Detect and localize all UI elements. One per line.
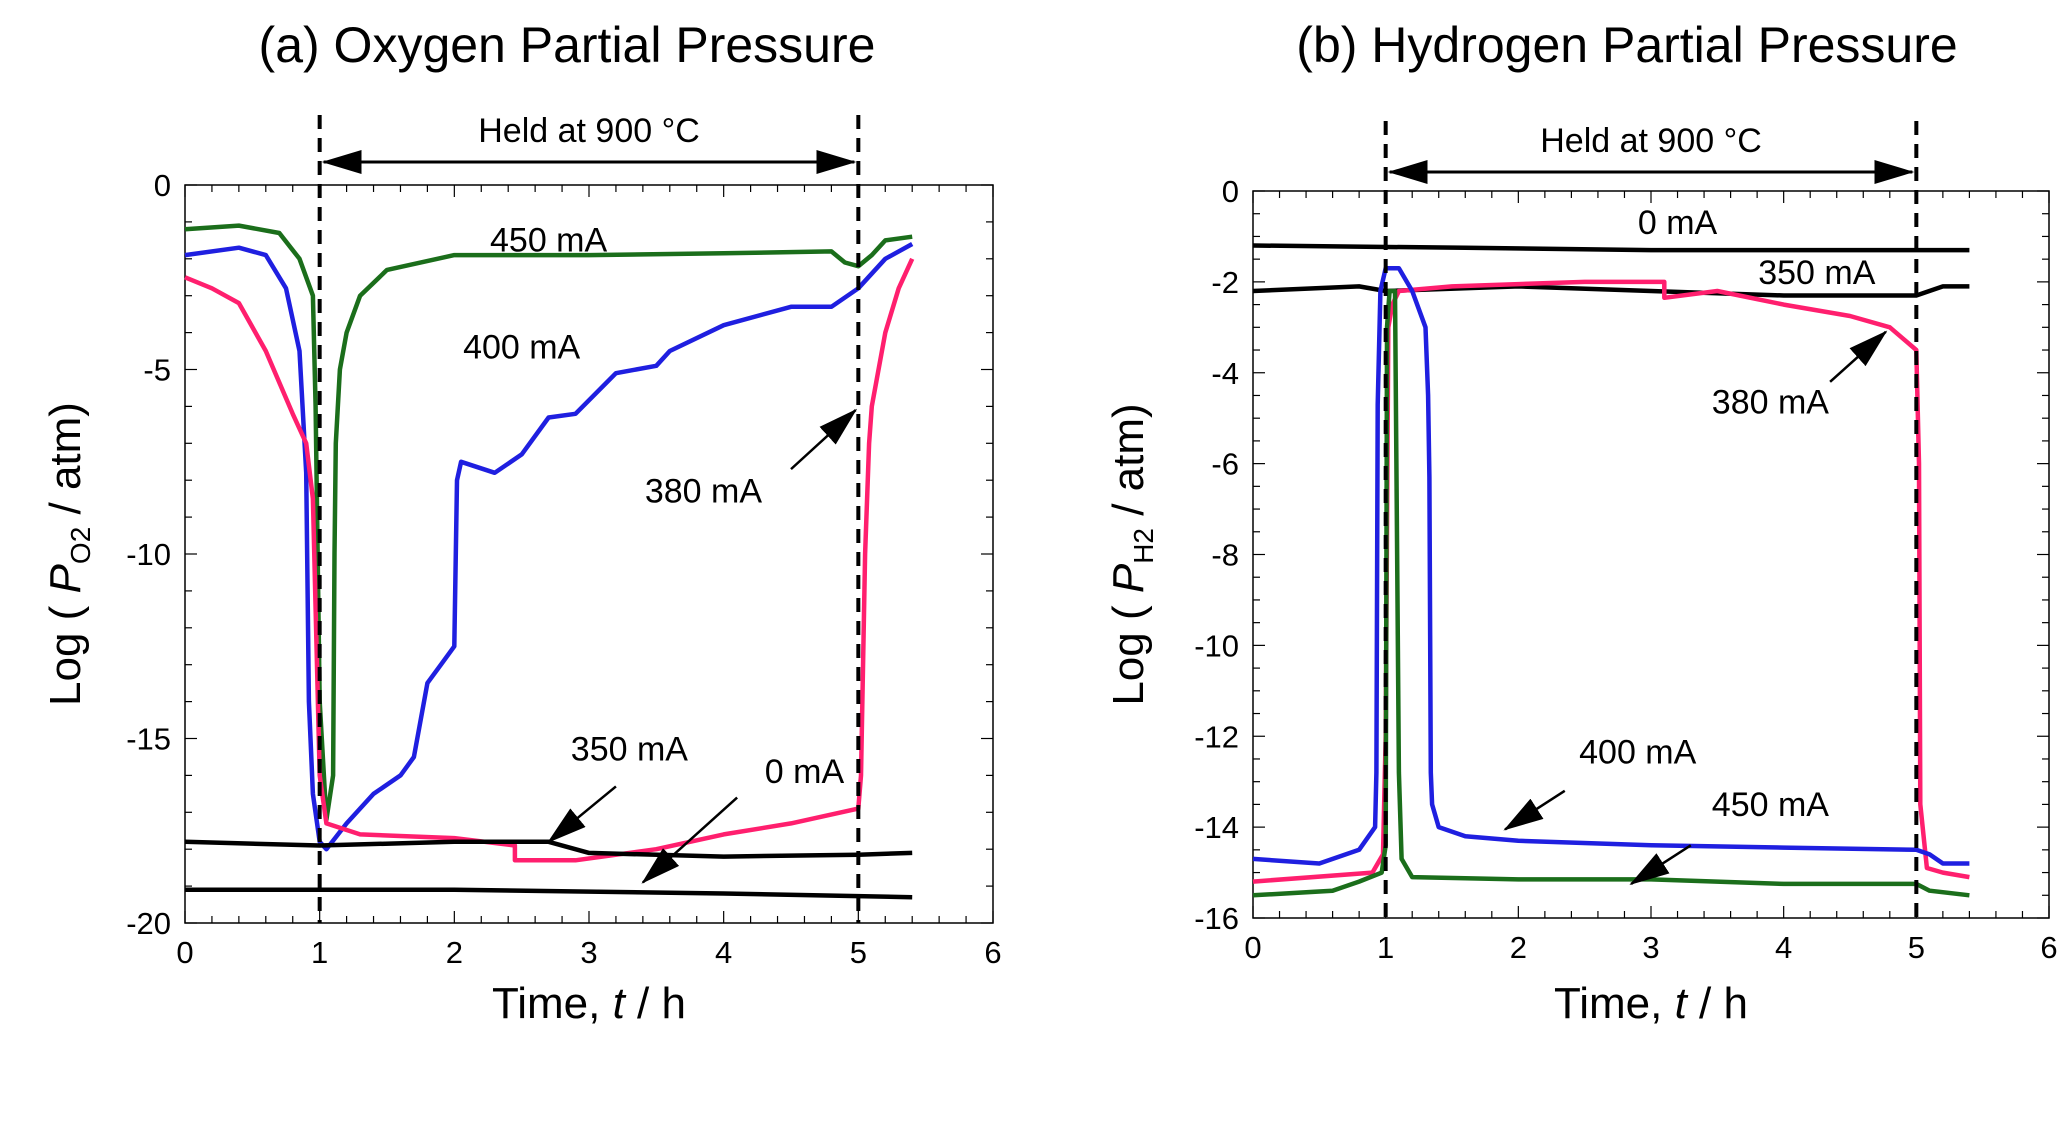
x-axis-label-part: / h xyxy=(625,979,686,1028)
x-tick-label: 0 xyxy=(176,935,193,970)
x-tick-label: 1 xyxy=(311,935,328,970)
series-annotation: 0 mA xyxy=(765,753,845,791)
x-axis-label-part: t xyxy=(613,979,627,1028)
series-line-0-ma xyxy=(1252,243,1970,253)
annotation-arrow xyxy=(547,785,617,844)
series-annotation: 0 mA xyxy=(1638,204,1718,242)
annotation-arrow xyxy=(790,408,858,471)
y-tick-label: -16 xyxy=(1194,901,1239,936)
y-tick-label: -8 xyxy=(1211,538,1239,573)
series-line-450-ma xyxy=(184,223,913,822)
y-axis-label-part: / atm) xyxy=(1104,403,1153,528)
y-tick-label: -10 xyxy=(126,537,171,572)
series-line-400-ma xyxy=(1252,265,1970,866)
y-tick-label: -12 xyxy=(1194,719,1239,754)
y-axis-label-part: P xyxy=(41,563,90,593)
x-axis-label-part: / h xyxy=(1687,979,1748,1028)
annotation-arrow xyxy=(1829,330,1888,383)
series-annotation: 400 mA xyxy=(463,328,580,366)
x-tick-label: 4 xyxy=(715,935,732,970)
x-tick-label: 6 xyxy=(2040,930,2057,965)
series-line-450-ma xyxy=(1252,288,1970,898)
hold-label: Held at 900 °C xyxy=(1540,122,1762,160)
x-axis-label: Time, t / h xyxy=(1554,979,1748,1028)
y-tick-label: -14 xyxy=(1194,810,1239,845)
series-annotation: 350 mA xyxy=(1758,254,1875,292)
y-axis-label-part: Log ( xyxy=(41,593,90,706)
y-tick-label: -6 xyxy=(1211,447,1239,482)
x-tick-label: 0 xyxy=(1244,930,1261,965)
x-tick-label: 3 xyxy=(580,935,597,970)
series-line-400-ma xyxy=(184,242,914,852)
y-axis-label-part: / atm) xyxy=(41,402,90,527)
y-tick-label: 0 xyxy=(1222,174,1239,209)
hold-label: Held at 900 °C xyxy=(478,112,700,150)
series-line-0-ma xyxy=(185,887,913,900)
x-axis-label-part: Time, xyxy=(492,979,613,1028)
x-tick-label: 2 xyxy=(1510,930,1527,965)
oxygen-chart: (a) Oxygen Partial Pressure 0 1 2 3 4 5 6 0 -5 -10… xyxy=(41,17,1002,1028)
x-tick-label: 1 xyxy=(1377,930,1394,965)
series-annotation: 450 mA xyxy=(1712,786,1829,824)
annotation-arrow xyxy=(1629,844,1692,886)
y-tick-label: 0 xyxy=(154,168,171,203)
y-tick-label: -4 xyxy=(1211,356,1239,391)
hydrogen-chart: (b) Hydrogen Partial Pressure 0 1 2 3 4 5 6 0 -2 -… xyxy=(1104,17,2058,1028)
series-line-350-ma xyxy=(1252,284,1970,298)
series-annotation: 450 mA xyxy=(490,221,607,259)
series-annotation: 350 mA xyxy=(571,731,688,769)
y-tick-label: -2 xyxy=(1211,265,1239,300)
x-axis-label: Time, t / h xyxy=(492,979,686,1028)
y-axis-label: Log ( PH2 / atm) xyxy=(1104,403,1159,705)
y-tick-label: -10 xyxy=(1194,628,1239,663)
y-axis-label-part: P xyxy=(1104,563,1153,593)
y-axis-label-part: Log ( xyxy=(1104,593,1153,706)
x-tick-label: 5 xyxy=(850,935,867,970)
x-tick-label: 2 xyxy=(446,935,463,970)
y-axis-label-subscript: H2 xyxy=(1128,528,1159,564)
annotation-arrow xyxy=(641,796,738,884)
series-annotation: 380 mA xyxy=(1712,384,1829,422)
plot-frame xyxy=(1252,190,2050,919)
series-line-380-ma xyxy=(184,257,915,863)
x-tick-label: 5 xyxy=(1908,930,1925,965)
chart-title: (b) Hydrogen Partial Pressure xyxy=(1296,17,1957,73)
x-tick-label: 3 xyxy=(1642,930,1659,965)
x-tick-label: 6 xyxy=(984,935,1001,970)
series-annotation: 400 mA xyxy=(1579,734,1696,772)
y-tick-label: -5 xyxy=(143,353,171,388)
series-line-380-ma xyxy=(1252,279,1970,884)
y-axis-label-subscript: O2 xyxy=(65,527,96,564)
x-axis-label-part: t xyxy=(1675,979,1689,1028)
y-axis-label: Log ( PO2 / atm) xyxy=(41,402,96,706)
chart-title: (a) Oxygen Partial Pressure xyxy=(259,17,876,73)
y-tick-label: -15 xyxy=(126,722,171,757)
x-axis-label-part: Time, xyxy=(1554,979,1675,1028)
annotation-arrow xyxy=(1503,789,1566,831)
series-line-350-ma xyxy=(184,839,913,859)
y-tick-label: -20 xyxy=(126,906,171,941)
x-tick-label: 4 xyxy=(1775,930,1792,965)
series-annotation: 380 mA xyxy=(645,472,762,510)
